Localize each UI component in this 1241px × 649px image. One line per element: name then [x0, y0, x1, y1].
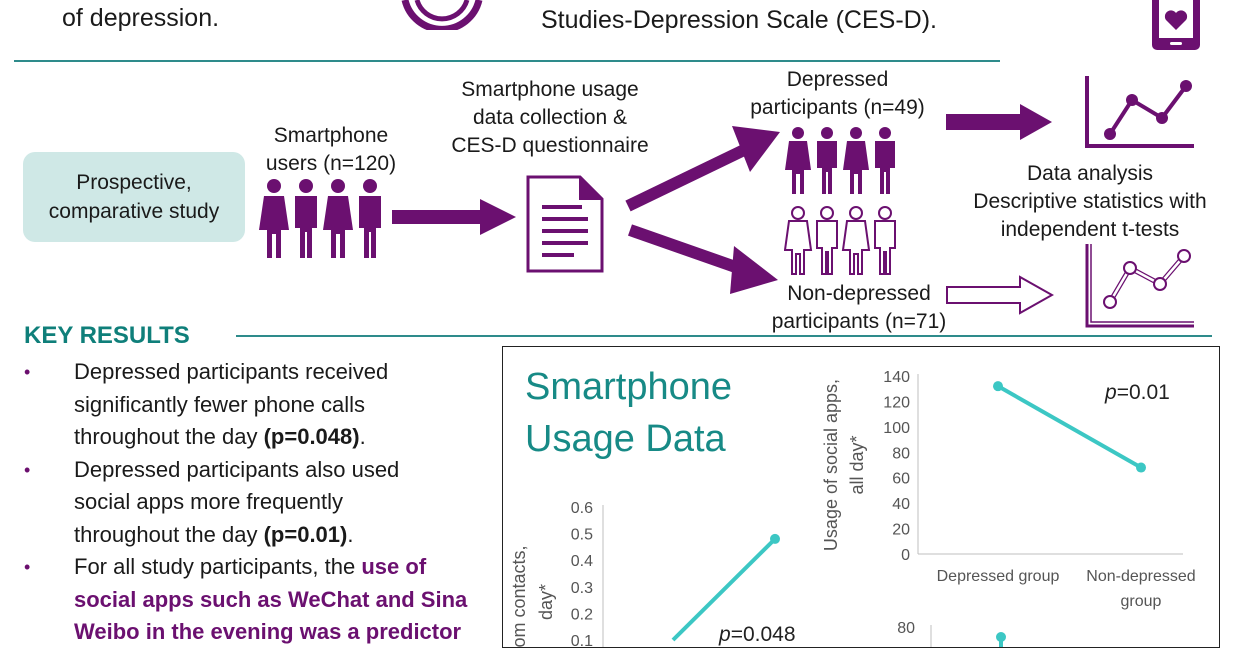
- analysis-method-line-2: independent t-tests: [1000, 218, 1180, 241]
- y-tick-label: 80: [892, 445, 910, 462]
- users-label: Smartphone users (n=120): [246, 122, 416, 178]
- analysis-chart-icon-outline: [1085, 244, 1194, 328]
- y-axis-label: all day*: [847, 435, 867, 494]
- y-tick-label: 40: [892, 496, 910, 513]
- key-result-line: Depressed participants also used: [74, 456, 400, 482]
- panel-title: Smartphone Usage Data: [525, 361, 732, 465]
- y-axis-label: from contacts,: [509, 545, 529, 647]
- key-results-title: KEY RESULTS: [24, 322, 190, 349]
- key-result-highlight: use of: [361, 554, 427, 579]
- key-result-item: • Depressed participants also used socia…: [24, 454, 494, 552]
- depressed-label: Depressed participants (n=49): [730, 66, 945, 122]
- y-tick-label: 60: [892, 471, 910, 488]
- arrow-depressed-to-analysis: [946, 104, 1052, 140]
- collection-line-3: CES-D questionnaire: [451, 134, 649, 157]
- p-symbol: p: [1104, 381, 1117, 404]
- depressed-label-line-2: participants (n=49): [750, 96, 925, 119]
- data-point: [996, 632, 1006, 642]
- depressed-label-line-1: Depressed: [786, 68, 889, 91]
- panel-title-line-2: Usage Data: [525, 418, 726, 460]
- non-depressed-label-line-1: Non-depressed: [787, 282, 931, 305]
- key-result-line: For all study participants, the use of: [74, 554, 427, 579]
- study-design-line-1: Prospective,: [76, 171, 192, 194]
- y-tick-label: 0.5: [571, 527, 593, 544]
- y-tick-label: 0.2: [571, 606, 593, 623]
- key-result-line: throughout the day (p=0.048).: [74, 424, 366, 449]
- data-point: [770, 533, 780, 544]
- y-tick-label: 20: [892, 522, 910, 539]
- key-result-line: Depressed participants received: [74, 359, 389, 384]
- key-result-item: • Depressed participants received signif…: [24, 356, 494, 454]
- y-tick-label: 0.4: [571, 553, 593, 570]
- x-tick-label: Non-depressed: [1086, 568, 1195, 585]
- header-decor-icon: [401, 0, 483, 30]
- header-right-text: Studies-Depression Scale (CES-D).: [541, 6, 937, 34]
- analysis-label: Data analysis Descriptive statistics wit…: [950, 160, 1230, 244]
- collection-label: Smartphone usage data collection & CES-D…: [430, 76, 670, 160]
- y-axis-label: Usage of social apps,: [821, 379, 841, 551]
- x-tick-label: group: [1121, 593, 1162, 610]
- y-tick-label: 0.1: [571, 633, 593, 647]
- data-point: [1136, 462, 1146, 473]
- header-left-text: of depression.: [62, 4, 220, 32]
- users-label-line-1: Smartphone: [273, 124, 389, 147]
- y-tick-label: 140: [883, 369, 910, 386]
- key-result-line: social apps more frequently: [74, 489, 344, 514]
- y-tick-label: 120: [883, 394, 910, 411]
- data-point: [993, 381, 1003, 392]
- study-design-box: Prospective, comparative study: [23, 152, 245, 242]
- series-line: [671, 537, 777, 642]
- p-value: =0.01: [1117, 381, 1170, 404]
- header-divider: [14, 60, 1000, 62]
- non-depressed-label-line-2: participants (n=71): [771, 310, 947, 333]
- y-tick-label: 0.3: [571, 580, 593, 597]
- y-axis-label: day*: [536, 584, 556, 620]
- key-result-stat: (p=0.048): [263, 424, 360, 449]
- key-result-item: • For all study participants, the use of…: [24, 551, 494, 649]
- analysis-method-line-1: Descriptive statistics with: [973, 190, 1207, 213]
- users-group-icon: [259, 179, 381, 258]
- key-results-list: • Depressed participants received signif…: [24, 356, 494, 649]
- y-tick-label: 80: [897, 620, 915, 637]
- y-tick-label: 100: [883, 420, 910, 437]
- questionnaire-document-icon: [526, 175, 604, 273]
- collection-line-2: data collection &: [472, 106, 628, 129]
- analysis-title: Data analysis: [1026, 162, 1154, 185]
- panel-title-line-1: Smartphone: [525, 366, 733, 408]
- analysis-chart-icon-solid: [1085, 76, 1194, 148]
- key-result-stat: (p=0.01): [263, 521, 348, 547]
- p-value-annotation: p=0.048: [718, 623, 796, 646]
- key-result-tail: throughout the day: [74, 424, 264, 449]
- arrows-to-groups: [625, 126, 780, 294]
- smartphone-heart-icon: [1152, 0, 1200, 50]
- p-value-annotation: p=0.01: [1104, 381, 1170, 404]
- usage-data-panel: Smartphone Usage Data 0 20 40 60 80 100 120 140…: [502, 346, 1220, 648]
- non-depressed-group-icon: [784, 206, 896, 275]
- p-symbol: p: [718, 623, 731, 646]
- depressed-group-icon: [785, 127, 895, 194]
- key-result-line: throughout the day (p=0.01).: [74, 521, 354, 547]
- y-tick-label: 0.6: [571, 500, 593, 517]
- key-result-highlight: social apps such as WeChat and Sina: [74, 586, 468, 612]
- p-value: =0.048: [731, 623, 796, 646]
- arrow-users-to-collection: [392, 199, 516, 235]
- non-depressed-label: Non-depressed participants (n=71): [744, 280, 974, 336]
- x-tick-label: Depressed group: [937, 568, 1060, 585]
- arrow-non-depressed-to-analysis: [946, 275, 1054, 315]
- key-results-divider: [236, 335, 1212, 337]
- study-design-line-2: comparative study: [48, 200, 220, 223]
- series-line: [997, 384, 1142, 470]
- collection-line-1: Smartphone usage: [461, 78, 639, 101]
- key-result-tail: throughout the day: [74, 521, 264, 547]
- y-tick-label: 0: [901, 547, 910, 564]
- users-label-line-2: users (n=120): [265, 152, 397, 175]
- key-result-line: significantly fewer phone calls: [74, 391, 366, 417]
- key-result-highlight: Weibo in the evening was a predictor: [74, 619, 462, 644]
